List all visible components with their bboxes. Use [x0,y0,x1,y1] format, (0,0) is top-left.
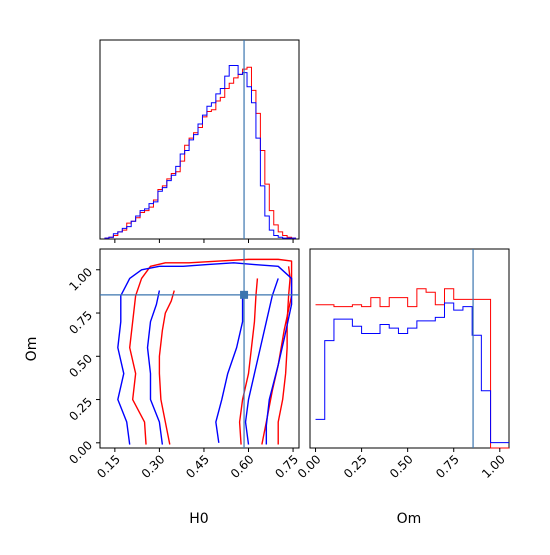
om-y-tick-label: 0.00 [66,438,95,467]
h0-x-tick-label: 0.15 [94,452,123,481]
h0-marginal-frame [99,39,300,240]
om-x-tick-label: 0.75 [433,452,462,481]
h0-x-tick-label: 0.30 [139,452,168,481]
om-histogram-red [315,288,509,449]
contour-frame [99,248,300,449]
contour-truth-marker [240,290,249,299]
om-x-tick-label: 0.50 [387,452,416,481]
om-y-tick-label: 0.75 [66,308,95,337]
om-marginal-panel: 0.00 0.25 0.50 0.75 1.00 [295,248,510,481]
om-y-tick-label: 0.50 [66,352,95,381]
contour-blue-inner-5 [146,290,164,445]
contour-blue-inner-6 [244,278,279,445]
contour-red-inner-1 [158,290,175,445]
h0-histogram-blue [104,65,297,239]
contour-blue-outer-4 [117,262,293,445]
om-x-tick-label: 1.00 [479,452,508,481]
om-x-tick-label: 0.00 [295,452,324,481]
x-axis-label-om: Om [397,511,422,527]
y-axis-label-om: Om [24,337,40,362]
contour-blue-inner-7 [215,295,244,443]
om-marginal-frame [309,248,510,449]
h0-marginal-panel [99,39,300,243]
axis-labels: H0 Om Om [24,337,421,527]
h0-x-tick-label: 0.75 [272,452,301,481]
contour-red-inner-2 [277,266,291,445]
contour-red-inner-3 [238,278,259,445]
x-axis-label-h0: H0 [189,511,208,527]
contour-lines [100,249,299,448]
h0-x-tick-label: 0.60 [228,452,257,481]
h0-om-contour-panel: 0.15 0.30 0.45 0.60 0.75 0.00 0.25 0.50 0.75 1.00 [66,248,301,481]
om-y-tick-label: 1.00 [66,265,95,294]
om-y-tick-label: 0.25 [66,395,95,424]
om-histogram-blue [315,302,509,444]
h0-x-tick-label: 0.45 [183,452,212,481]
h0-histogram-red [104,66,297,239]
om-x-tick-label: 0.25 [341,452,370,481]
